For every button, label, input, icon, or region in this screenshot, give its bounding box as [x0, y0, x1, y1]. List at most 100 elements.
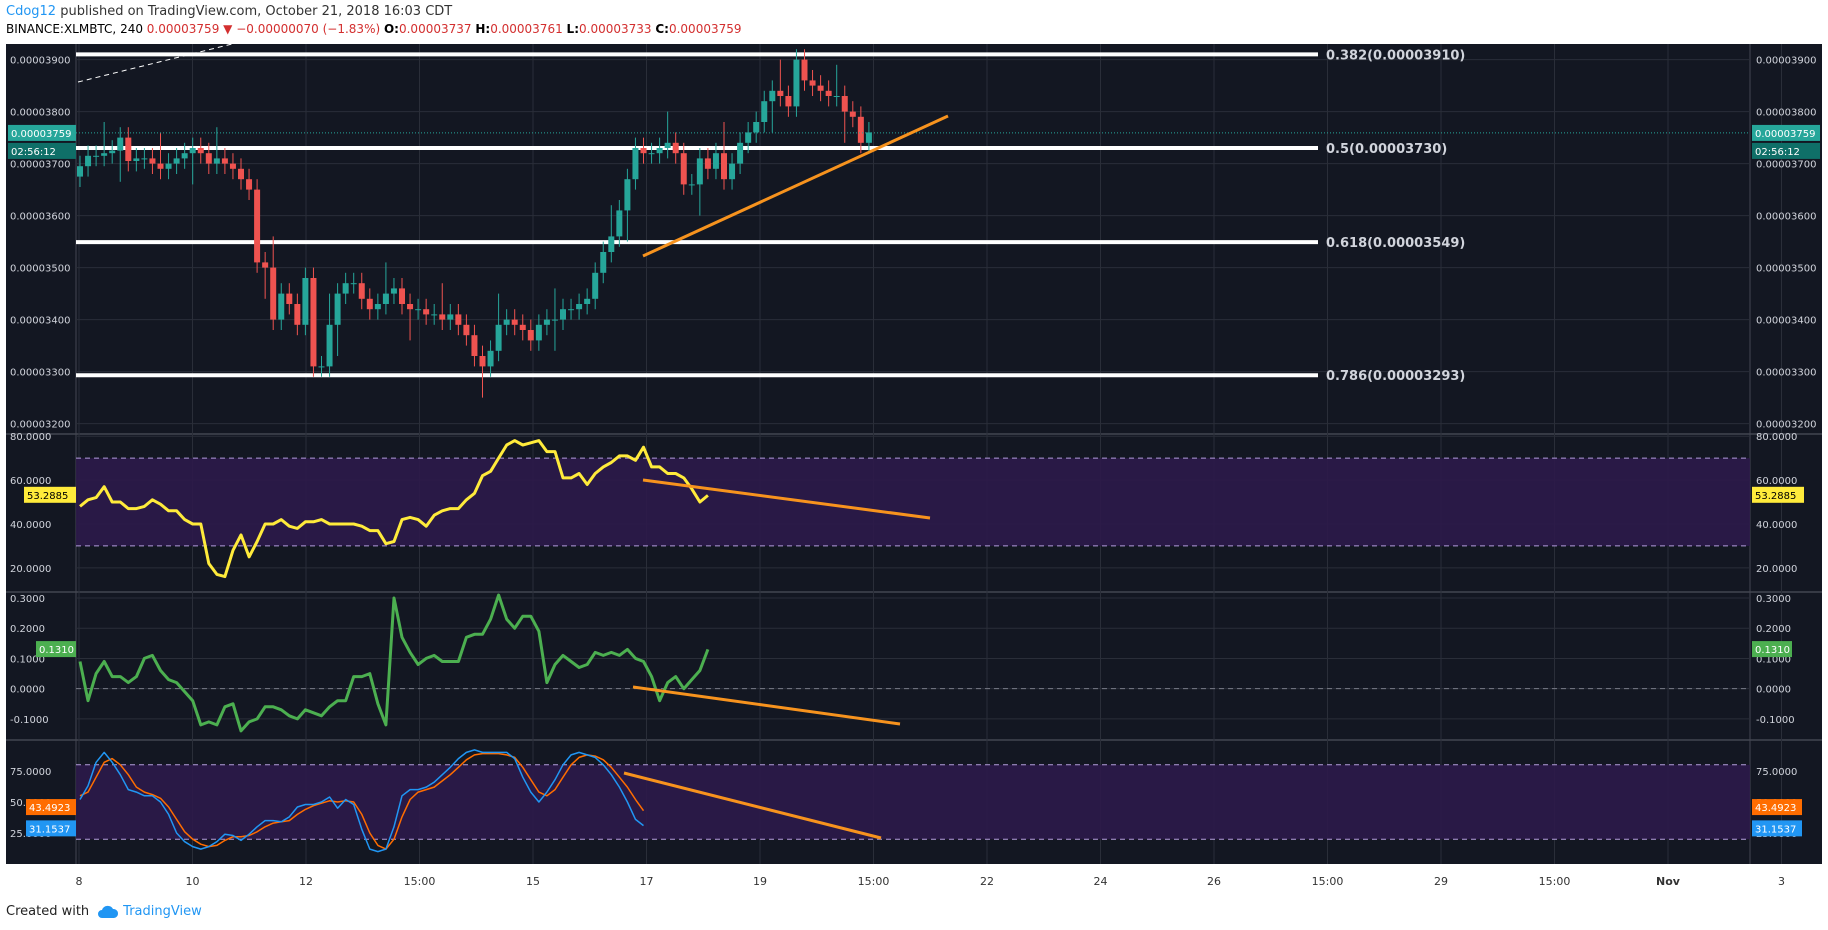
stoch-band	[76, 764, 1750, 840]
price-tick-right: 0.00003300	[1756, 368, 1816, 379]
osc-tick-left: 0.0000	[10, 685, 45, 696]
stoch-k-right-box	[1752, 820, 1802, 837]
oscillator-line	[78, 593, 710, 733]
close-value: 0.00003759	[668, 22, 742, 36]
stoch-k-left-box	[26, 820, 76, 837]
rsi-value-right: 53.2885	[1755, 491, 1796, 502]
rsi-tick-left: 60.0000	[10, 476, 51, 487]
price-tick-left: 0.00003300	[10, 368, 70, 379]
candle-body	[165, 163, 172, 169]
candle-body	[576, 304, 583, 310]
candle-body	[302, 278, 309, 325]
time-tick-label: 10	[186, 875, 200, 888]
rsi-tick-left: 80.0000	[10, 432, 51, 443]
osc-tick-right: 0.3000	[1756, 594, 1791, 605]
last-price-tag-left: 0.00003759	[11, 129, 71, 140]
candle-body	[205, 153, 212, 164]
price-tick-left: 0.00003600	[10, 212, 70, 223]
candle-body	[149, 158, 156, 164]
rsi-tick-left: 40.0000	[10, 520, 51, 531]
osc-tick-left: 0.2000	[10, 624, 45, 635]
candle-body	[704, 158, 711, 169]
candle-body	[560, 309, 566, 320]
candle-body	[93, 155, 100, 157]
rsi-tick-right: 20.0000	[1756, 564, 1797, 575]
last-price-tag-right: 0.00003759	[1755, 129, 1815, 140]
candle-body	[463, 324, 470, 336]
candle-body	[270, 267, 277, 320]
tradingview-logo[interactable]: TradingView	[97, 904, 202, 919]
candle-body	[833, 96, 840, 97]
osc-tick-right: 0.0000	[1756, 685, 1791, 696]
last-price-tag-left-box	[8, 124, 76, 141]
candle-body	[503, 319, 510, 325]
candle-body	[825, 90, 832, 96]
candle-body	[366, 298, 373, 310]
candle-body	[278, 293, 285, 320]
candle-body	[680, 153, 687, 185]
candle-body	[745, 132, 752, 143]
candle-body	[286, 293, 293, 304]
stoch-tick-right: 75.0000	[1756, 767, 1797, 778]
change-value: −0.00000070 (−1.83%)	[236, 22, 381, 36]
fib-level-label: 0.786(0.00003293)	[1326, 369, 1465, 384]
candle-body	[310, 278, 317, 367]
tradingview-brand: TradingView	[123, 904, 202, 919]
candle-body	[439, 314, 446, 320]
price-tick-left: 0.00003900	[10, 56, 70, 67]
candle-body	[479, 356, 486, 367]
candle-body	[342, 283, 349, 294]
ohlc-legend: BINANCE:XLMBTC, 240 0.00003759 ▼ −0.0000…	[6, 22, 742, 36]
time-tick-label: 15:00	[1312, 875, 1344, 888]
down-arrow-icon: ▼	[223, 22, 233, 36]
candle-body	[729, 163, 736, 180]
rsi-tick-right: 80.0000	[1756, 432, 1797, 443]
time-tick-label: 3	[1778, 875, 1785, 888]
candle-body	[511, 319, 518, 325]
candle-body	[407, 304, 414, 310]
time-tick-label: 22	[980, 875, 994, 888]
open-label: O:	[383, 22, 399, 36]
candle-body	[423, 309, 430, 315]
price-tick-right: 0.00003900	[1756, 56, 1816, 67]
candle-body	[543, 319, 550, 325]
stoch-d-line	[79, 752, 645, 850]
support-trendline	[642, 114, 949, 258]
candle-body	[600, 252, 607, 273]
author-link[interactable]: Cdog12	[6, 4, 57, 19]
candle-body	[326, 324, 333, 367]
stoch-k-right: 31.1537	[1755, 824, 1796, 835]
countdown-tag-right: 02:56:12	[1755, 147, 1800, 158]
time-tick-label: 8	[76, 875, 83, 888]
rsi-line	[79, 439, 709, 579]
candle-body	[535, 324, 542, 341]
candle-body	[688, 184, 695, 186]
indicator-bands	[76, 457, 1750, 840]
low-value: 0.00003733	[579, 22, 652, 36]
candle-body	[769, 90, 776, 102]
time-tick-label: 15:00	[858, 875, 890, 888]
trendlines[interactable]	[77, 43, 949, 840]
candle-body	[632, 148, 639, 180]
candle-body	[101, 153, 108, 156]
candle-body	[696, 158, 703, 185]
candle-body	[584, 298, 591, 304]
candle-body	[294, 304, 301, 325]
time-tick-label: 17	[640, 875, 654, 888]
price-tick-left: 0.00003400	[10, 316, 70, 327]
time-tick-label: Nov	[1656, 875, 1681, 888]
candle-body	[358, 283, 365, 299]
symbol-label: BINANCE:XLMBTC, 240	[6, 22, 143, 36]
osc-divergence-line	[632, 685, 901, 726]
osc-tick-right: 0.2000	[1756, 624, 1791, 635]
candle-body	[841, 96, 848, 112]
time-axis: 8 10 12 15:00 15 17 19 15:00 22 24 26 15:00 29 15:00 N…	[76, 875, 1786, 888]
candle-body	[133, 158, 140, 161]
osc-value-right: 0.1310	[1755, 645, 1790, 656]
candle-body	[229, 163, 236, 169]
candle-body	[431, 314, 438, 316]
countdown-tag-left: 02:56:12	[11, 147, 56, 158]
rsi-value-right-box	[1752, 486, 1804, 503]
price-tick-left: 0.00003700	[10, 160, 70, 171]
